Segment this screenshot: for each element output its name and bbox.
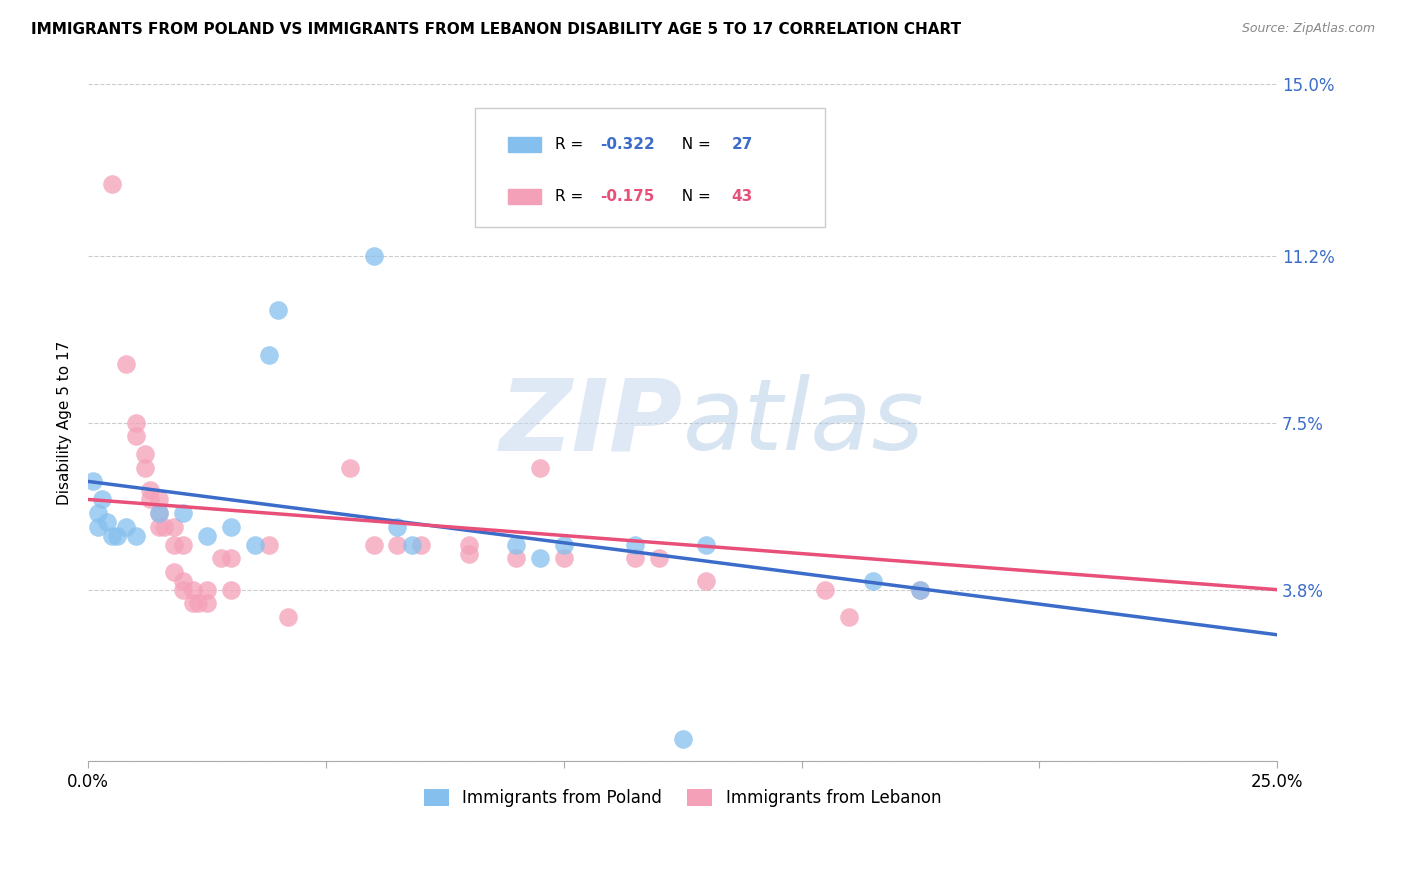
Text: atlas: atlas	[683, 375, 924, 471]
Point	[125, 416, 148, 430]
Text: R =: R =	[555, 189, 589, 204]
Point	[257, 348, 280, 362]
Point	[134, 447, 156, 461]
Point	[96, 515, 118, 529]
Text: 43: 43	[731, 189, 752, 204]
Point	[529, 551, 551, 566]
Point	[363, 249, 385, 263]
Point	[195, 582, 218, 597]
Point	[862, 574, 884, 588]
Point	[339, 461, 361, 475]
Point	[553, 551, 575, 566]
Point	[387, 519, 409, 533]
Point	[910, 582, 932, 597]
Point	[648, 551, 671, 566]
Point	[101, 528, 124, 542]
Point	[115, 357, 138, 371]
Point	[505, 537, 527, 551]
Point	[148, 519, 170, 533]
Point	[409, 537, 432, 551]
Text: N =: N =	[672, 136, 716, 152]
Point	[172, 506, 194, 520]
Point	[363, 537, 385, 551]
Point	[387, 537, 409, 551]
Point	[101, 177, 124, 191]
Point	[125, 429, 148, 443]
Point	[148, 492, 170, 507]
Text: 27: 27	[731, 136, 752, 152]
Point	[82, 475, 104, 489]
Point	[814, 582, 837, 597]
Point	[243, 537, 266, 551]
Point	[86, 506, 108, 520]
Point	[139, 492, 162, 507]
Point	[219, 519, 242, 533]
Y-axis label: Disability Age 5 to 17: Disability Age 5 to 17	[58, 341, 72, 505]
Point	[257, 537, 280, 551]
Point	[172, 574, 194, 588]
Text: -0.175: -0.175	[600, 189, 655, 204]
Point	[624, 551, 647, 566]
Point	[105, 528, 128, 542]
Point	[267, 303, 290, 318]
Point	[672, 731, 695, 746]
Legend: Immigrants from Poland, Immigrants from Lebanon: Immigrants from Poland, Immigrants from …	[418, 782, 948, 814]
Point	[695, 537, 717, 551]
FancyBboxPatch shape	[475, 108, 825, 227]
Bar	[508, 189, 541, 204]
Text: R =: R =	[555, 136, 589, 152]
Point	[181, 582, 204, 597]
Point	[163, 565, 186, 579]
Text: Source: ZipAtlas.com: Source: ZipAtlas.com	[1241, 22, 1375, 36]
Point	[219, 551, 242, 566]
Point	[553, 537, 575, 551]
Point	[148, 506, 170, 520]
Point	[505, 551, 527, 566]
Point	[195, 596, 218, 610]
Text: ZIP: ZIP	[499, 375, 683, 471]
Point	[139, 483, 162, 498]
Point	[529, 461, 551, 475]
Point	[86, 519, 108, 533]
Point	[163, 537, 186, 551]
Point	[401, 537, 423, 551]
Bar	[508, 136, 541, 152]
Point	[910, 582, 932, 597]
Point	[838, 609, 860, 624]
Point	[181, 596, 204, 610]
Point	[148, 506, 170, 520]
Point	[134, 461, 156, 475]
Point	[163, 519, 186, 533]
Point	[91, 492, 114, 507]
Point	[457, 537, 479, 551]
Text: -0.322: -0.322	[600, 136, 655, 152]
Point	[172, 582, 194, 597]
Text: IMMIGRANTS FROM POLAND VS IMMIGRANTS FROM LEBANON DISABILITY AGE 5 TO 17 CORRELA: IMMIGRANTS FROM POLAND VS IMMIGRANTS FRO…	[31, 22, 962, 37]
Point	[624, 537, 647, 551]
Point	[172, 537, 194, 551]
Point	[457, 547, 479, 561]
Point	[219, 582, 242, 597]
Point	[153, 519, 176, 533]
Point	[195, 528, 218, 542]
Point	[695, 574, 717, 588]
Point	[277, 609, 299, 624]
Text: N =: N =	[672, 189, 716, 204]
Point	[125, 528, 148, 542]
Point	[115, 519, 138, 533]
Point	[209, 551, 232, 566]
Point	[186, 596, 208, 610]
